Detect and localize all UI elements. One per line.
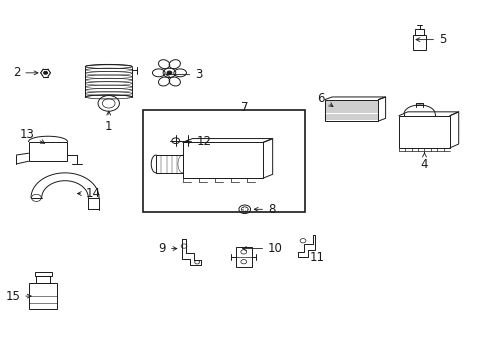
Bar	[28, 141, 67, 161]
Bar	[398, 116, 449, 148]
Bar	[29, 283, 57, 310]
Text: 7: 7	[241, 101, 248, 114]
Text: 15: 15	[5, 289, 31, 303]
Circle shape	[43, 71, 47, 74]
Bar	[183, 143, 263, 178]
Text: 14: 14	[77, 187, 101, 200]
Text: 13: 13	[20, 128, 44, 143]
Bar	[142, 111, 305, 212]
Bar	[324, 100, 378, 121]
Text: 6: 6	[317, 92, 332, 107]
Text: 5: 5	[415, 33, 446, 46]
Text: 9: 9	[158, 242, 177, 255]
Text: 8: 8	[254, 203, 275, 216]
Text: 4: 4	[420, 153, 427, 171]
Text: 2: 2	[13, 66, 38, 79]
Text: 10: 10	[242, 242, 283, 255]
Bar	[35, 272, 52, 275]
Text: 11: 11	[309, 251, 325, 264]
Bar	[236, 247, 251, 267]
Bar	[36, 275, 50, 283]
Bar	[414, 29, 424, 35]
Text: 1: 1	[105, 111, 112, 133]
Text: 3: 3	[165, 68, 202, 81]
Bar	[412, 35, 425, 50]
Circle shape	[167, 71, 171, 75]
Text: 12: 12	[185, 135, 212, 148]
Bar	[156, 155, 183, 173]
